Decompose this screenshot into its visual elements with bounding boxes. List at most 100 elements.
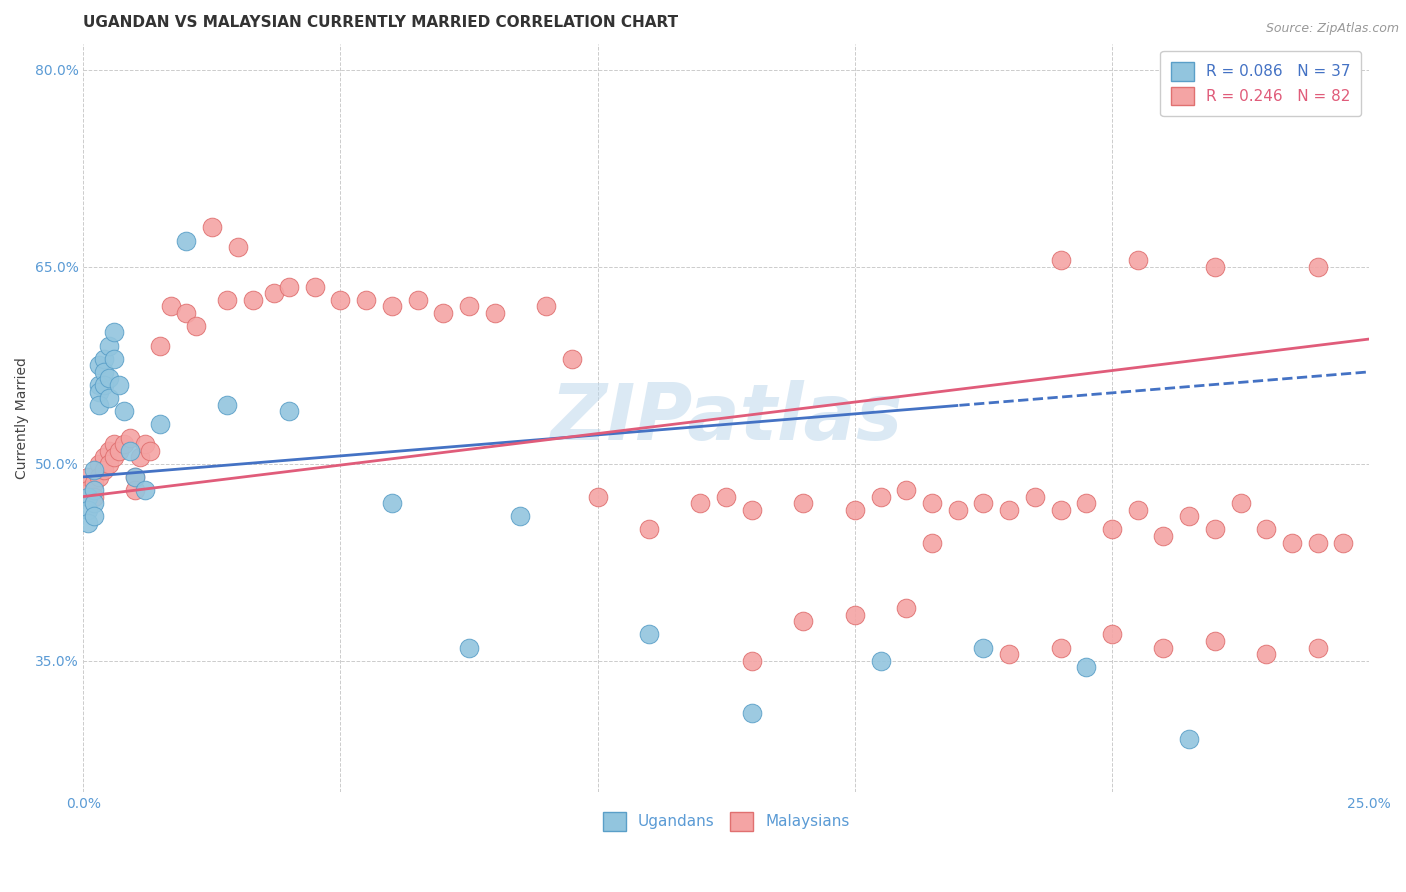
Point: [98, 443, 121, 458]
Point: [792, 615, 814, 629]
Point: [869, 654, 891, 668]
Point: [87, 457, 110, 471]
Point: [716, 490, 738, 504]
Point: [586, 490, 609, 504]
Point: [77, 483, 100, 497]
Point: [118, 443, 141, 458]
Point: [972, 640, 994, 655]
Y-axis label: Currently Married: Currently Married: [15, 357, 30, 479]
Point: [1178, 732, 1201, 747]
Point: [1152, 640, 1174, 655]
Point: [114, 404, 136, 418]
Point: [134, 483, 156, 497]
Point: [149, 417, 172, 432]
Text: UGANDAN VS MALAYSIAN CURRENTLY MARRIED CORRELATION CHART: UGANDAN VS MALAYSIAN CURRENTLY MARRIED C…: [83, 15, 679, 30]
Point: [1256, 647, 1278, 661]
Point: [124, 470, 146, 484]
Point: [381, 496, 404, 510]
Point: [174, 306, 197, 320]
Point: [998, 502, 1021, 516]
Point: [972, 496, 994, 510]
Point: [432, 306, 454, 320]
Point: [1306, 535, 1329, 549]
Point: [108, 443, 131, 458]
Point: [83, 483, 105, 497]
Point: [87, 378, 110, 392]
Point: [83, 490, 105, 504]
Point: [1204, 260, 1226, 274]
Point: [458, 299, 481, 313]
Point: [1306, 640, 1329, 655]
Point: [108, 378, 131, 392]
Point: [217, 293, 239, 307]
Point: [1126, 502, 1149, 516]
Point: [217, 398, 239, 412]
Point: [93, 351, 115, 366]
Point: [87, 359, 110, 373]
Point: [869, 490, 891, 504]
Point: [93, 378, 115, 392]
Point: [741, 654, 763, 668]
Point: [1049, 253, 1071, 268]
Point: [77, 470, 100, 484]
Point: [741, 706, 763, 721]
Point: [87, 384, 110, 399]
Point: [77, 516, 100, 530]
Point: [406, 293, 429, 307]
Point: [139, 443, 162, 458]
Point: [921, 496, 943, 510]
Point: [83, 509, 105, 524]
Point: [93, 365, 115, 379]
Point: [98, 371, 121, 385]
Point: [83, 496, 105, 510]
Point: [278, 279, 301, 293]
Point: [1178, 509, 1201, 524]
Point: [1204, 522, 1226, 536]
Point: [77, 502, 100, 516]
Point: [1126, 253, 1149, 268]
Point: [1024, 490, 1046, 504]
Point: [1229, 496, 1251, 510]
Point: [174, 234, 197, 248]
Point: [1306, 260, 1329, 274]
Point: [242, 293, 264, 307]
Point: [83, 476, 105, 491]
Point: [1076, 660, 1098, 674]
Point: [98, 457, 121, 471]
Point: [329, 293, 352, 307]
Point: [201, 220, 224, 235]
Point: [87, 398, 110, 412]
Point: [103, 437, 125, 451]
Point: [263, 286, 285, 301]
Point: [103, 351, 125, 366]
Point: [1049, 502, 1071, 516]
Point: [844, 607, 866, 622]
Text: Source: ZipAtlas.com: Source: ZipAtlas.com: [1265, 22, 1399, 36]
Point: [534, 299, 557, 313]
Point: [1204, 634, 1226, 648]
Point: [159, 299, 181, 313]
Point: [83, 463, 105, 477]
Point: [278, 404, 301, 418]
Point: [87, 470, 110, 484]
Point: [844, 502, 866, 516]
Point: [93, 450, 115, 465]
Legend: Ugandans, Malaysians: Ugandans, Malaysians: [596, 805, 856, 837]
Point: [689, 496, 711, 510]
Point: [186, 318, 208, 333]
Point: [638, 522, 661, 536]
Point: [1101, 522, 1123, 536]
Point: [124, 470, 146, 484]
Point: [561, 351, 583, 366]
Point: [921, 535, 943, 549]
Point: [98, 391, 121, 405]
Point: [484, 306, 506, 320]
Point: [946, 502, 969, 516]
Point: [77, 490, 100, 504]
Point: [124, 483, 146, 497]
Point: [741, 502, 763, 516]
Point: [896, 601, 918, 615]
Point: [638, 627, 661, 641]
Point: [226, 240, 249, 254]
Point: [114, 437, 136, 451]
